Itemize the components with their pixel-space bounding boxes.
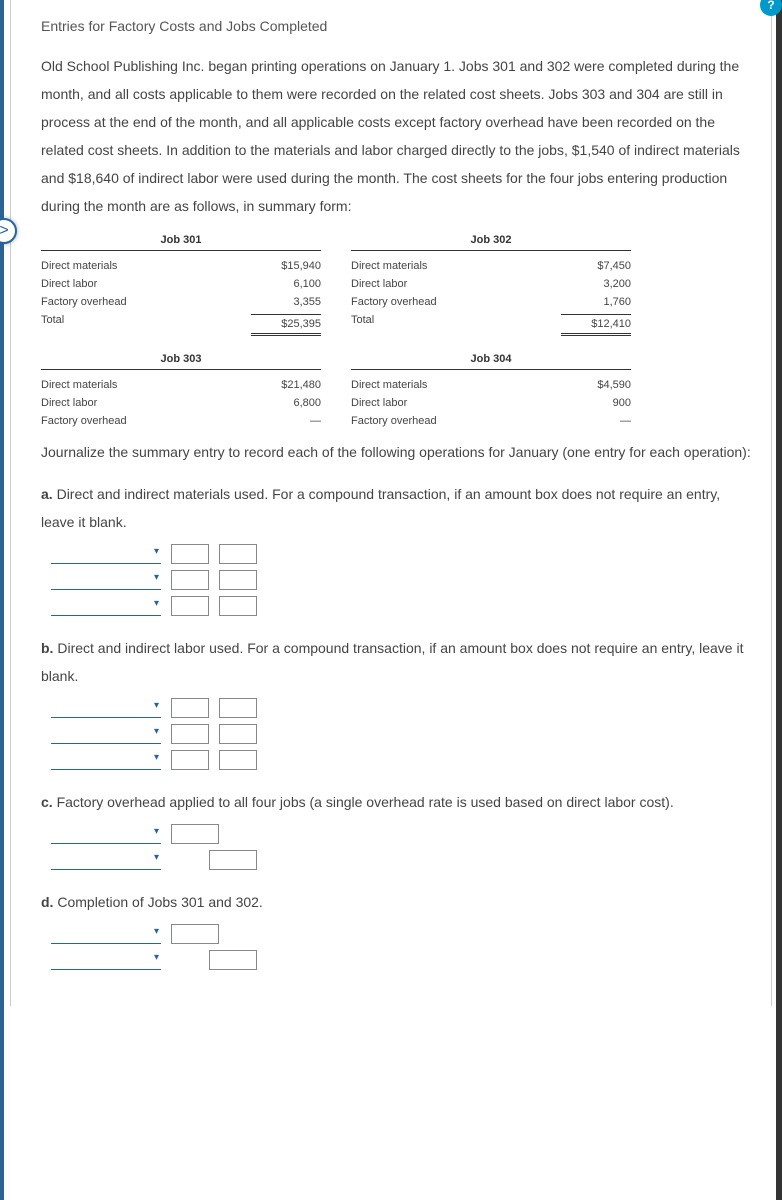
job-row: Direct labor3,200 [351,275,631,293]
account-select[interactable] [51,544,161,564]
job-row: Direct materials$7,450 [351,257,631,275]
debit-input[interactable] [171,698,209,718]
job-row: Direct labor900 [351,394,631,412]
entry-row [51,570,751,590]
entry-row [51,924,751,944]
job-303-col: Job 303 Direct materials$21,480 Direct l… [41,353,321,430]
part-a-entry [51,544,751,616]
job-row: Factory overhead3,355 [41,293,321,311]
account-select[interactable] [51,596,161,616]
account-select[interactable] [51,850,161,870]
debit-input[interactable] [171,750,209,770]
job-row: Direct materials$4,590 [351,376,631,394]
intro-text: Old School Publishing Inc. began printin… [41,52,751,220]
job-header: Job 301 [41,234,321,251]
account-select[interactable] [51,750,161,770]
job-row-total: Total$12,410 [351,311,631,339]
entry-row [51,698,751,718]
credit-input[interactable] [219,724,257,744]
entry-row [51,950,751,970]
credit-input[interactable] [219,570,257,590]
debit-input[interactable] [171,570,209,590]
job-row: Factory overhead— [41,412,321,430]
credit-input[interactable] [219,750,257,770]
job-301-col: Job 301 Direct materials$15,940 Direct l… [41,234,321,339]
job-row: Direct labor6,800 [41,394,321,412]
credit-input[interactable] [209,950,257,970]
job-302-col: Job 302 Direct materials$7,450 Direct la… [351,234,631,339]
journalize-text: Journalize the summary entry to record e… [41,438,751,466]
job-header: Job 302 [351,234,631,251]
entry-row [51,724,751,744]
job-row: Factory overhead1,760 [351,293,631,311]
account-select[interactable] [51,824,161,844]
credit-input[interactable] [209,850,257,870]
debit-input[interactable] [171,596,209,616]
job-header: Job 303 [41,353,321,370]
job-header: Job 304 [351,353,631,370]
debit-input[interactable] [171,924,219,944]
job-row: Direct materials$15,940 [41,257,321,275]
entry-row [51,596,751,616]
help-glyph: ? [767,0,774,12]
job-row: Factory overhead— [351,412,631,430]
debit-input[interactable] [171,544,209,564]
credit-input[interactable] [219,698,257,718]
account-select[interactable] [51,950,161,970]
part-b-label: b. Direct and indirect labor used. For a… [41,634,751,690]
entry-row [51,544,751,564]
part-d-label: d. Completion of Jobs 301 and 302. [41,888,751,916]
account-select[interactable] [51,924,161,944]
part-c-entry [51,824,751,870]
account-select[interactable] [51,570,161,590]
page-title: Entries for Factory Costs and Jobs Compl… [41,18,751,34]
job-tables-top: Job 301 Direct materials$15,940 Direct l… [41,234,751,339]
job-row-total: Total$25,395 [41,311,321,339]
part-c-label: c. Factory overhead applied to all four … [41,788,751,816]
entry-row [51,850,751,870]
job-304-col: Job 304 Direct materials$4,590 Direct la… [351,353,631,430]
chevron-right-icon: > [0,222,9,240]
job-tables-bottom: Job 303 Direct materials$21,480 Direct l… [41,353,751,430]
job-row: Direct materials$21,480 [41,376,321,394]
part-d-entry [51,924,751,970]
debit-input[interactable] [171,824,219,844]
account-select[interactable] [51,698,161,718]
part-a-label: a. Direct and indirect materials used. F… [41,480,751,536]
entry-row [51,750,751,770]
debit-input[interactable] [171,724,209,744]
part-b-entry [51,698,751,770]
entry-row [51,824,751,844]
help-icon[interactable]: ? [760,0,782,16]
credit-input[interactable] [219,544,257,564]
credit-input[interactable] [219,596,257,616]
account-select[interactable] [51,724,161,744]
job-row: Direct labor6,100 [41,275,321,293]
